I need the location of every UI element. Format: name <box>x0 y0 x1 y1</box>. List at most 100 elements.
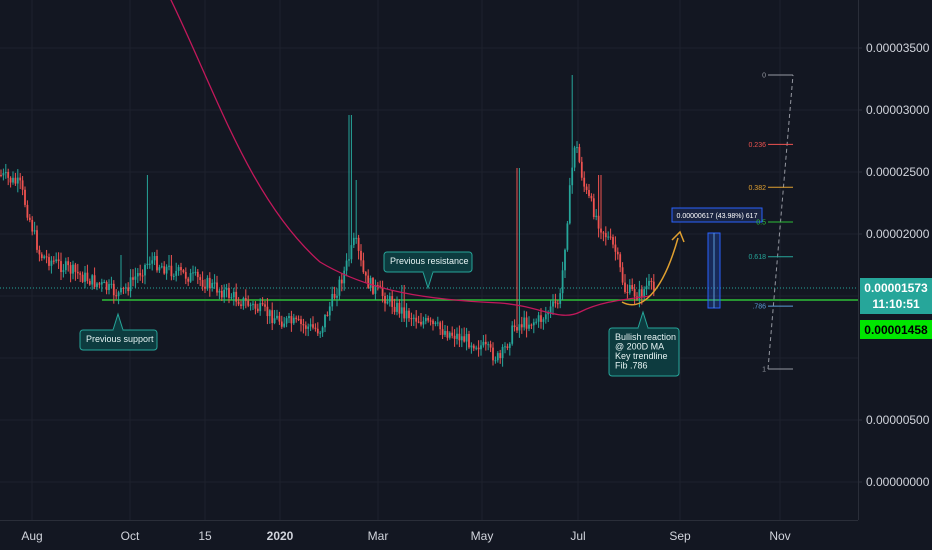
candle-body <box>165 266 168 274</box>
candle-body <box>76 271 79 274</box>
candle-body <box>588 190 590 196</box>
candle-body <box>578 147 581 162</box>
level-badge <box>860 320 932 339</box>
candle-body <box>124 287 127 289</box>
candle-body <box>379 285 382 288</box>
candle-body <box>508 343 511 348</box>
candle-body <box>432 320 434 324</box>
candle-body <box>554 301 557 304</box>
x-tick-label: Oct <box>121 529 140 543</box>
candle-body <box>614 244 617 252</box>
candle-body <box>139 273 142 276</box>
candle-body <box>108 284 110 291</box>
candle-body <box>43 256 46 259</box>
candle-body <box>172 275 175 277</box>
measure-label: 0.00000617 (43.98%) 617 <box>677 213 758 220</box>
candle-body <box>532 322 535 326</box>
candle-body <box>496 353 499 361</box>
candle-body <box>609 236 612 238</box>
candle-body <box>504 346 506 348</box>
candle-body <box>316 328 319 334</box>
candle-body <box>345 260 348 271</box>
candle-body <box>232 291 235 298</box>
candle-body <box>196 271 199 278</box>
candle-body <box>453 335 456 339</box>
candle-body <box>134 276 137 280</box>
candle-body <box>180 267 182 271</box>
candle-body <box>136 273 139 277</box>
candle-body <box>199 277 202 280</box>
candle-body <box>307 326 310 329</box>
candle-body <box>290 316 293 324</box>
candle-body <box>650 280 653 282</box>
x-tick-label: 2020 <box>267 529 294 543</box>
candle-body <box>223 289 226 298</box>
candle-body <box>184 272 187 279</box>
candle-body <box>112 283 115 296</box>
candle-body <box>33 230 36 232</box>
candle-body <box>321 327 324 333</box>
candle-body <box>81 274 84 282</box>
candle-body <box>535 321 538 323</box>
candle-body <box>494 360 497 362</box>
candle-body <box>115 295 118 297</box>
candle-body <box>2 173 5 176</box>
candle-body <box>91 275 94 285</box>
fib-level-label: 0.5 <box>756 220 766 227</box>
candle-body <box>252 303 254 305</box>
candle-body <box>52 260 55 262</box>
candle-body <box>314 327 317 329</box>
x-tick-label: Jul <box>570 529 585 543</box>
candle-body <box>168 265 170 267</box>
candle-body <box>559 293 562 304</box>
candle-body <box>326 314 329 316</box>
candle-body <box>72 264 74 274</box>
x-tick-label: Aug <box>21 529 42 543</box>
candle-body <box>463 336 466 342</box>
candle-body <box>88 280 91 285</box>
candle-body <box>170 265 173 277</box>
x-tick-label: May <box>471 529 494 543</box>
candle-body <box>55 259 58 262</box>
candle-body <box>566 223 569 250</box>
candle-body <box>645 285 648 290</box>
candles <box>0 75 655 367</box>
candle-body <box>604 233 607 238</box>
candle-body <box>367 275 370 288</box>
candle-body <box>470 345 473 348</box>
candle-body <box>28 217 31 220</box>
candle-body <box>482 341 485 346</box>
fib-level-label: .786 <box>752 304 766 311</box>
candle-body <box>120 287 122 293</box>
projection-arrowhead <box>671 230 685 243</box>
candle-body <box>132 277 134 280</box>
candle-body <box>336 295 338 298</box>
candle-body <box>216 282 218 293</box>
price-badge <box>860 278 932 314</box>
candle-body <box>74 264 77 272</box>
candle-body <box>100 282 103 285</box>
candle-body <box>619 254 622 268</box>
fib-level-label: 0.236 <box>748 142 766 149</box>
y-tick-label: 0.00002000 <box>866 227 930 241</box>
candle-body <box>484 341 487 345</box>
candle-body <box>129 277 132 292</box>
candle-body <box>237 301 240 305</box>
candle-body <box>628 284 631 293</box>
candle-body <box>499 353 502 359</box>
candle-body <box>348 259 350 261</box>
candle-body <box>523 317 526 328</box>
candle-body <box>220 290 223 298</box>
candle-body <box>398 302 401 314</box>
candle-body <box>266 306 269 317</box>
candle-body <box>621 267 624 283</box>
candle-body <box>427 317 430 321</box>
candle-body <box>247 300 250 306</box>
candle-body <box>540 315 542 322</box>
y-tick-label: 0.00002500 <box>866 165 930 179</box>
candle-body <box>225 288 228 290</box>
candle-body <box>96 283 98 287</box>
candle-body <box>276 315 278 319</box>
candle-body <box>288 316 290 319</box>
